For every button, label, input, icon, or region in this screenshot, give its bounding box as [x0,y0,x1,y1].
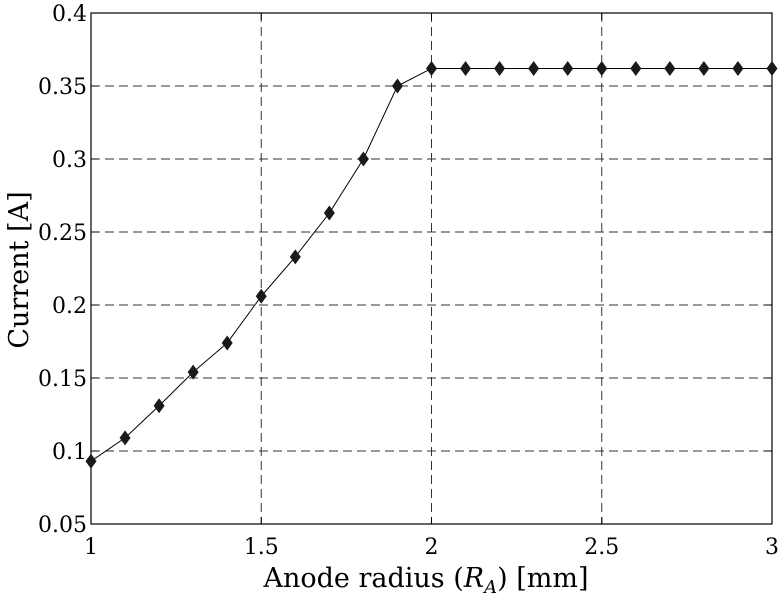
y-tick-label: 0.4 [52,2,87,27]
x-tick-labels: 1 1.5 2 2.5 3 [84,535,779,560]
grid-lines [91,13,772,524]
data-point [289,249,301,265]
x-tick-label: 2 [425,535,439,560]
data-point [460,60,472,76]
data-point [153,398,165,414]
x-tick-label: 1 [84,535,98,560]
data-point [357,151,369,167]
data-point [766,60,778,76]
data-point [528,60,540,76]
y-tick-labels: 0.05 0.1 0.15 0.2 0.25 0.3 0.35 0.4 [38,2,87,538]
y-tick-label: 0.3 [52,148,87,173]
data-point [221,335,233,351]
data-markers [85,60,778,469]
data-point [426,60,437,76]
y-tick-label: 0.05 [38,513,87,538]
x-tick-label: 1.5 [244,535,279,560]
data-point [323,205,335,221]
y-tick-label: 0.15 [38,367,87,392]
x-tick-label: 3 [765,535,779,560]
data-point [630,60,642,76]
data-point [85,453,97,469]
data-point [391,78,403,94]
y-tick-label: 0.35 [38,75,87,100]
x-tick-label: 2.5 [584,535,619,560]
data-point [494,60,506,76]
y-tick-label: 0.2 [52,294,87,319]
data-point [732,60,744,76]
data-point [562,60,574,76]
data-point [698,60,710,76]
x-axis-label: Anode radius (RA) [mm] [262,563,588,595]
data-point [187,364,199,380]
data-point [664,60,676,76]
y-tick-label: 0.1 [52,440,87,465]
data-point [596,60,608,76]
data-point [119,430,131,446]
y-axis-label: Current [A] [4,191,35,348]
axis-ticks [90,12,773,525]
y-tick-label: 0.25 [38,221,87,246]
data-point [255,288,267,304]
